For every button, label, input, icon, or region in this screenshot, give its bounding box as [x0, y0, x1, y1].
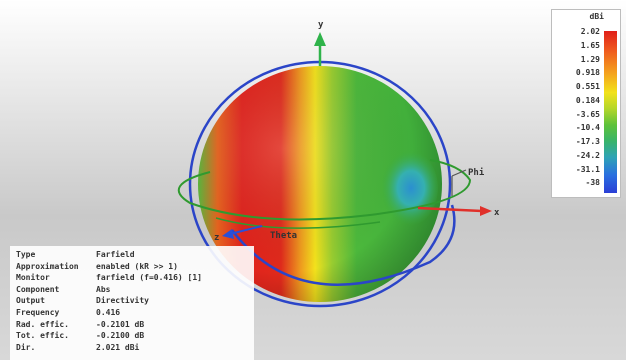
info-value: -0.2101 dB: [96, 319, 145, 329]
legend-tick: -3.65: [575, 109, 600, 119]
legend-tick: -10.4: [575, 123, 600, 133]
info-row: Tot. effic. -0.2100 dB: [16, 331, 144, 340]
info-row: Component Abs: [16, 285, 110, 294]
info-key: Output: [16, 296, 45, 306]
legend-unit: dBi: [589, 12, 604, 21]
legend-tick: -31.1: [575, 164, 600, 174]
legend-tick: 0.918: [575, 68, 600, 78]
y-axis-label: y: [318, 20, 324, 30]
z-axis-label: z: [214, 233, 219, 243]
info-value: Directivity: [96, 296, 149, 306]
info-key: Rad. effic.: [16, 319, 69, 329]
legend-tick: -24.2: [575, 150, 600, 160]
x-axis-label: x: [494, 208, 500, 218]
y-axis-arrow: [314, 32, 326, 46]
legend-color-bar: [604, 31, 617, 193]
legend-tick: -17.3: [575, 137, 600, 146]
x-axis: [417, 206, 483, 213]
theta-label: Theta: [270, 231, 297, 241]
info-row: Rad. effic. -0.2101 dB: [16, 320, 144, 329]
info-row: Dir. 2.021 dBi: [16, 343, 139, 352]
info-value: Abs: [96, 284, 111, 294]
info-value: farfield (f=0.416) [1]: [96, 273, 202, 283]
info-row: Output Directivity: [16, 296, 149, 305]
info-key: Approximation: [16, 261, 79, 271]
info-key: Tot. effic.: [16, 331, 69, 341]
phi-circle-front: [231, 204, 456, 286]
color-legend: dBi 2.02 1.65 1.29 0.918 0.551 0.184 -3.65 -10.…: [551, 9, 621, 198]
info-value: 2.021 dBi: [96, 342, 140, 352]
info-value: 0.416: [96, 308, 121, 317]
legend-tick: -38: [585, 178, 600, 188]
info-row: Type Farfield: [16, 250, 135, 259]
pattern-shading: [198, 66, 442, 302]
legend-tick: 2.02: [580, 27, 600, 36]
phi-label: Phi: [468, 167, 485, 178]
info-value: Farfield: [96, 250, 135, 259]
legend-ticks: 2.02 1.65 1.29 0.918 0.551 0.184 -3.65 -10.4 -17…: [554, 27, 600, 192]
legend-tick: 0.184: [575, 95, 600, 105]
info-key: Frequency: [16, 308, 60, 317]
info-panel: Type Farfield Approximation enabled (kR >> …: [10, 246, 254, 360]
info-row: Approximation enabled (kR >> 1): [16, 262, 178, 271]
info-value: enabled (kR >> 1): [96, 261, 178, 271]
info-row: Frequency 0.416: [16, 308, 120, 317]
pattern-null-region: [378, 150, 438, 226]
theta-arc-lower: [215, 217, 381, 229]
info-key: Type: [16, 250, 36, 259]
info-row: Monitor farfield (f=0.416) [1]: [16, 273, 202, 282]
info-key: Monitor: [16, 273, 50, 283]
info-key: Dir.: [16, 342, 36, 352]
x-axis-arrow: [480, 206, 492, 216]
theta-circle: [177, 159, 472, 221]
legend-tick: 1.65: [580, 40, 600, 50]
info-key: Component: [16, 284, 60, 294]
info-value: -0.2100 dB: [96, 331, 145, 341]
z-axis: [229, 225, 263, 235]
legend-tick: 0.551: [575, 82, 600, 91]
legend-tick: 1.29: [580, 54, 600, 64]
z-axis-arrow: [222, 229, 234, 239]
